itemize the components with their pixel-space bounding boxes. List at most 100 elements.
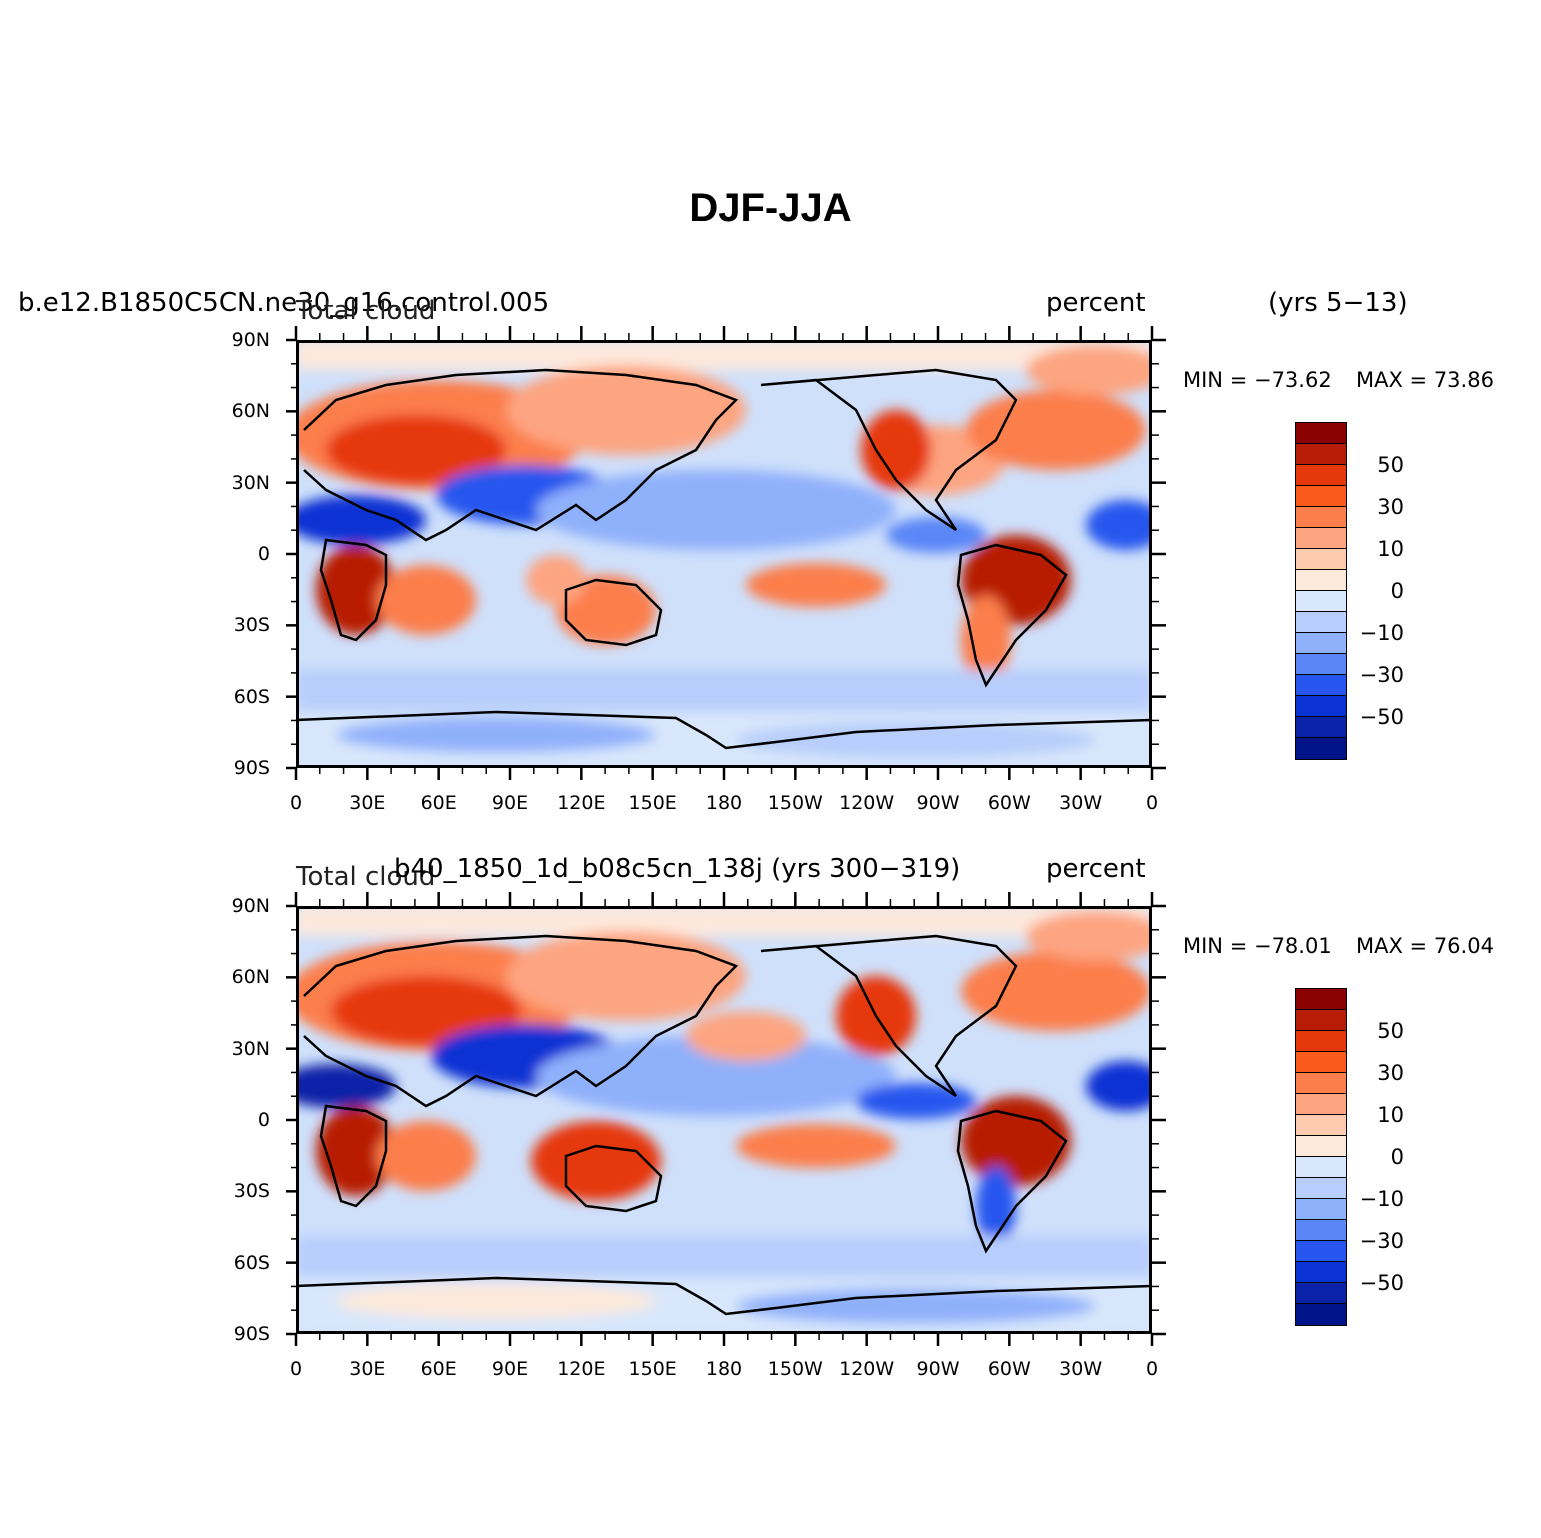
lon-tick-label: 150W [767, 1358, 823, 1380]
case-name: b40_1850_1d_b08c5cn_138j (yrs 300−319) [394, 854, 961, 884]
lon-tick-label: 120W [839, 1358, 895, 1380]
lat-tick-label: 60N [231, 966, 270, 989]
colorbar-swatch [1296, 1241, 1346, 1262]
colorbar-swatch [1296, 1010, 1346, 1031]
colorbar-label: 50 [1377, 1018, 1404, 1043]
colorbar-swatch [1296, 1157, 1346, 1178]
colorbar-label: 50 [1377, 452, 1404, 477]
colorbar-swatch [1296, 1094, 1346, 1115]
colorbar-swatch [1296, 1283, 1346, 1304]
lon-tick-label: 0 [1145, 1358, 1159, 1380]
max-label: MAX = 73.86 [1356, 368, 1494, 392]
min-label: MIN = −73.62 [1183, 368, 1332, 392]
colorbar-swatch [1296, 717, 1346, 738]
colorbar-swatch [1296, 1304, 1346, 1325]
lon-tick-label: 150W [767, 792, 823, 814]
colorbar-swatch [1296, 1073, 1346, 1094]
colorbar-label: −50 [1359, 1270, 1404, 1295]
max-label: MAX = 76.04 [1356, 934, 1494, 958]
colorbar-swatch [1296, 1262, 1346, 1283]
colorbar-swatch [1296, 549, 1346, 570]
lat-tick-label: 30S [233, 1180, 270, 1203]
colorbar-swatch [1296, 654, 1346, 675]
colorbar [1295, 422, 1347, 760]
colorbar-label: −10 [1359, 620, 1404, 645]
lat-tick-label: 90N [231, 329, 270, 351]
variable-label: Total cloud [296, 862, 436, 892]
lat-tick-label: 90S [233, 757, 270, 779]
colorbar-label: 0 [1390, 578, 1404, 603]
lat-tick-label: 90N [231, 895, 270, 917]
colorbar-swatch [1296, 507, 1346, 528]
lon-tick-label: 120W [839, 792, 895, 814]
min-label: MIN = −78.01 [1183, 934, 1332, 958]
lon-tick-label: 90W [916, 1358, 960, 1380]
colorbar [1295, 988, 1347, 1326]
lon-tick-label: 60W [987, 1358, 1031, 1380]
colorbar-swatch [1296, 696, 1346, 717]
lat-tick-label: 30N [231, 471, 270, 494]
lat-tick-label: 0 [257, 543, 270, 565]
lat-tick-label: 30N [231, 1037, 270, 1060]
colorbar-swatch [1296, 1052, 1346, 1073]
map-field [296, 340, 1152, 768]
colorbar-swatch [1296, 1199, 1346, 1220]
colorbar-label: −30 [1359, 662, 1404, 687]
colorbar-label: 30 [1377, 1060, 1404, 1085]
lon-tick-label: 120E [557, 792, 606, 814]
colorbar-swatch [1296, 738, 1346, 759]
lon-tick-label: 90E [491, 792, 529, 814]
colorbar-swatch [1296, 465, 1346, 486]
colorbar-label: 0 [1390, 1144, 1404, 1169]
variable-label: Total cloud [296, 296, 436, 326]
map-frame [296, 340, 1152, 768]
colorbar-label: −50 [1359, 704, 1404, 729]
lon-tick-label: 180 [705, 792, 743, 814]
colorbar-swatch [1296, 633, 1346, 654]
lon-tick-label: 0 [289, 1358, 303, 1380]
lon-tick-label: 180 [705, 1358, 743, 1380]
cloud-difference-map [296, 906, 1152, 1334]
lon-tick-label: 30E [349, 1358, 386, 1380]
lon-tick-label: 120E [557, 1358, 606, 1380]
lat-tick-label: 30S [233, 614, 270, 637]
colorbar-swatch [1296, 675, 1346, 696]
colorbar-swatch [1296, 444, 1346, 465]
units-label: percent [1046, 288, 1146, 318]
cloud-difference-map [296, 340, 1152, 768]
lon-tick-label: 0 [289, 792, 303, 814]
colorbar-label: 10 [1377, 1102, 1404, 1127]
lon-tick-label: 60E [420, 1358, 457, 1380]
lon-tick-label: 150E [628, 792, 677, 814]
years-label: (yrs 5−13) [1268, 288, 1408, 318]
colorbar-swatch [1296, 1115, 1346, 1136]
colorbar-swatch [1296, 1220, 1346, 1241]
lat-tick-label: 0 [257, 1109, 270, 1131]
units-label: percent [1046, 854, 1146, 884]
colorbar-label: −10 [1359, 1186, 1404, 1211]
colorbar-label: 10 [1377, 536, 1404, 561]
colorbar-label: −30 [1359, 1228, 1404, 1253]
lat-tick-label: 60S [233, 1251, 270, 1274]
lon-tick-label: 30E [349, 792, 386, 814]
colorbar-swatch [1296, 989, 1346, 1010]
colorbar-swatch [1296, 1031, 1346, 1052]
lon-tick-label: 90W [916, 792, 960, 814]
colorbar-swatch [1296, 423, 1346, 444]
case-name: b.e12.B1850C5CN.ne30_g16.control.005 [18, 288, 550, 318]
lat-tick-label: 60N [231, 400, 270, 423]
colorbar-swatch [1296, 570, 1346, 591]
lon-tick-label: 30W [1059, 1358, 1103, 1380]
figure-title: DJF-JJA [689, 186, 852, 230]
colorbar-swatch [1296, 1178, 1346, 1199]
lon-tick-label: 90E [491, 1358, 529, 1380]
colorbar-label: 30 [1377, 494, 1404, 519]
colorbar-swatch [1296, 612, 1346, 633]
lon-tick-label: 150E [628, 1358, 677, 1380]
lon-tick-label: 0 [1145, 792, 1159, 814]
lon-tick-label: 60W [987, 792, 1031, 814]
colorbar-swatch [1296, 486, 1346, 507]
lon-tick-label: 60E [420, 792, 457, 814]
colorbar-swatch [1296, 591, 1346, 612]
